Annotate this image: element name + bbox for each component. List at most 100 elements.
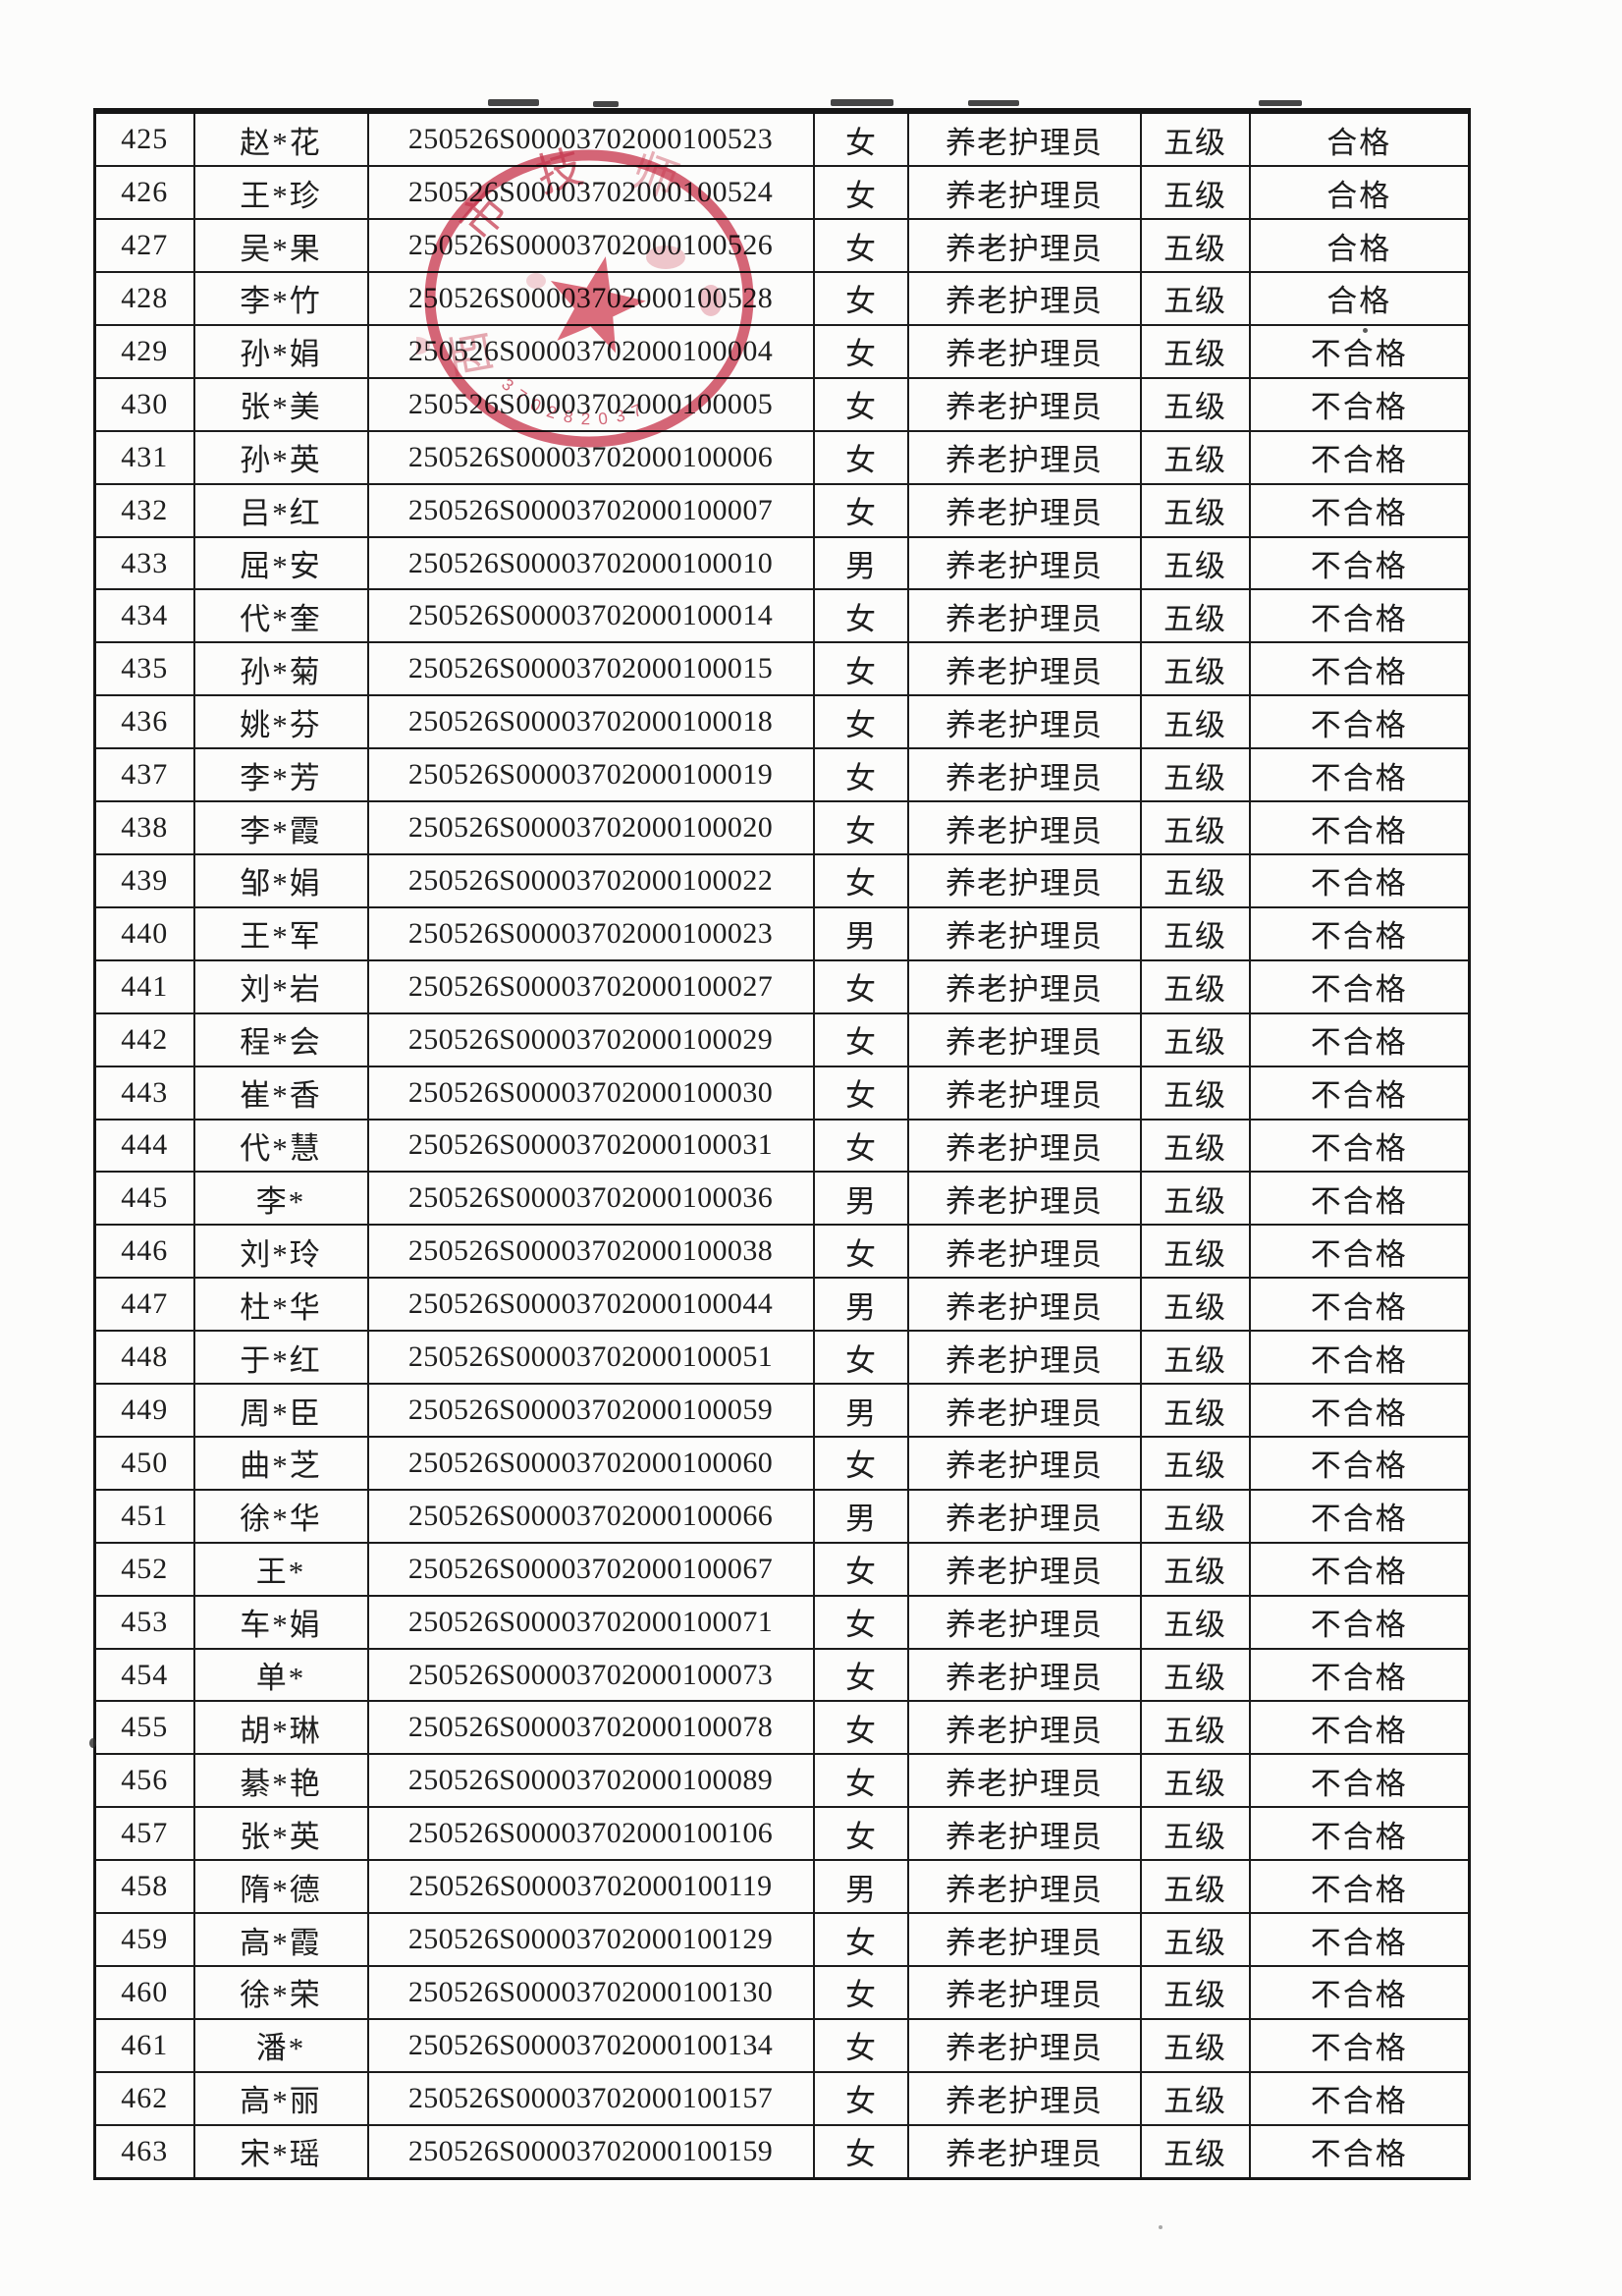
result-cell: 合格 bbox=[1248, 109, 1471, 168]
level-cell: 五级 bbox=[1139, 747, 1251, 803]
level-cell: 五级 bbox=[1139, 1647, 1251, 1703]
gender-cell: 女 bbox=[812, 323, 909, 379]
table-row: 455 胡*琳 250526S00003702000100078 女养老护理员 五级 不合… bbox=[93, 1700, 1471, 1756]
level-cell: 五级 bbox=[1139, 535, 1251, 591]
table-row: 441 刘*岩 250526S00003702000100027 女养老护理员 五级 不合… bbox=[93, 958, 1471, 1014]
scan-speck bbox=[1159, 2225, 1162, 2229]
result-cell: 不合格 bbox=[1248, 2123, 1471, 2180]
candidate-name-cell: 李* bbox=[192, 1171, 369, 1227]
result-cell: 不合格 bbox=[1248, 958, 1471, 1014]
table-row: 426 王*珍 250526S00003702000100524 女养老护理员 五级 合格 bbox=[93, 165, 1471, 221]
table-row: 444 代*慧 250526S00003702000100031 女养老护理员 五级 不合… bbox=[93, 1118, 1471, 1174]
certificate-number-cell: 250526S00003702000100059 bbox=[366, 1383, 815, 1438]
certificate-number-cell: 250526S00003702000100523 bbox=[366, 109, 815, 168]
candidate-name-cell: 车*娟 bbox=[192, 1594, 369, 1650]
row-number-cell: 449 bbox=[93, 1383, 195, 1438]
result-cell: 不合格 bbox=[1248, 1330, 1471, 1386]
candidate-name-cell: 赵*花 bbox=[192, 109, 369, 168]
occupation-cell: 养老护理员 bbox=[906, 1383, 1142, 1438]
result-cell: 不合格 bbox=[1248, 2017, 1471, 2073]
row-number-cell: 442 bbox=[93, 1011, 195, 1067]
level-cell: 五级 bbox=[1139, 641, 1251, 697]
result-cell: 不合格 bbox=[1248, 1594, 1471, 1650]
result-cell: 不合格 bbox=[1248, 588, 1471, 644]
occupation-cell: 养老护理员 bbox=[906, 429, 1142, 485]
result-cell: 不合格 bbox=[1248, 1011, 1471, 1067]
candidate-name-cell: 宋*瑶 bbox=[192, 2123, 369, 2180]
level-cell: 五级 bbox=[1139, 2070, 1251, 2126]
level-cell: 五级 bbox=[1139, 1859, 1251, 1915]
gender-cell: 女 bbox=[812, 588, 909, 644]
result-cell: 不合格 bbox=[1248, 1118, 1471, 1174]
row-number-cell: 434 bbox=[93, 588, 195, 644]
gender-cell: 女 bbox=[812, 271, 909, 326]
row-number-cell: 426 bbox=[93, 165, 195, 221]
candidate-name-cell: 徐*荣 bbox=[192, 1965, 369, 2020]
result-cell: 不合格 bbox=[1248, 641, 1471, 697]
gender-cell: 男 bbox=[812, 1859, 909, 1915]
gender-cell: 女 bbox=[812, 800, 909, 855]
table-row: 458 隋*德 250526S00003702000100119 男养老护理员 五级 不合… bbox=[93, 1859, 1471, 1915]
row-number-cell: 448 bbox=[93, 1330, 195, 1386]
certificate-number-cell: 250526S00003702000100526 bbox=[366, 218, 815, 274]
row-number-cell: 435 bbox=[93, 641, 195, 697]
occupation-cell: 养老护理员 bbox=[906, 165, 1142, 221]
gender-cell: 男 bbox=[812, 535, 909, 591]
gender-cell: 女 bbox=[812, 1541, 909, 1597]
level-cell: 五级 bbox=[1139, 2123, 1251, 2180]
gender-cell: 女 bbox=[812, 482, 909, 538]
gender-cell: 女 bbox=[812, 1806, 909, 1862]
row-number-cell: 433 bbox=[93, 535, 195, 591]
occupation-cell: 养老护理员 bbox=[906, 1647, 1142, 1703]
row-number-cell: 427 bbox=[93, 218, 195, 274]
candidate-name-cell: 王*珍 bbox=[192, 165, 369, 221]
certificate-number-cell: 250526S00003702000100023 bbox=[366, 905, 815, 961]
gender-cell: 女 bbox=[812, 1912, 909, 1968]
table-row: 447 杜*华 250526S00003702000100044 男养老护理员 五级 不合… bbox=[93, 1277, 1471, 1333]
scan-artifact bbox=[1259, 100, 1302, 106]
gender-cell: 女 bbox=[812, 1330, 909, 1386]
occupation-cell: 养老护理员 bbox=[906, 1011, 1142, 1067]
result-cell: 不合格 bbox=[1248, 1859, 1471, 1915]
occupation-cell: 养老护理员 bbox=[906, 958, 1142, 1014]
level-cell: 五级 bbox=[1139, 852, 1251, 908]
result-cell: 不合格 bbox=[1248, 1488, 1471, 1544]
gender-cell: 女 bbox=[812, 1435, 909, 1491]
table-row: 454 单* 250526S00003702000100073 女养老护理员 五级 不合格 bbox=[93, 1647, 1471, 1703]
candidate-name-cell: 张*英 bbox=[192, 1806, 369, 1862]
candidate-name-cell: 刘*玲 bbox=[192, 1224, 369, 1280]
row-number-cell: 444 bbox=[93, 1118, 195, 1174]
gender-cell: 女 bbox=[812, 376, 909, 432]
level-cell: 五级 bbox=[1139, 218, 1251, 274]
occupation-cell: 养老护理员 bbox=[906, 1594, 1142, 1650]
occupation-cell: 养老护理员 bbox=[906, 271, 1142, 326]
table-row: 431 孙*英 250526S00003702000100006 女养老护理员 五级 不合… bbox=[93, 429, 1471, 485]
occupation-cell: 养老护理员 bbox=[906, 694, 1142, 750]
candidate-name-cell: 綦*艳 bbox=[192, 1753, 369, 1809]
occupation-cell: 养老护理员 bbox=[906, 1965, 1142, 2020]
occupation-cell: 养老护理员 bbox=[906, 218, 1142, 274]
result-cell: 合格 bbox=[1248, 218, 1471, 274]
certificate-number-cell: 250526S00003702000100004 bbox=[366, 323, 815, 379]
candidate-name-cell: 代*慧 bbox=[192, 1118, 369, 1174]
level-cell: 五级 bbox=[1139, 482, 1251, 538]
result-cell: 不合格 bbox=[1248, 1065, 1471, 1121]
certificate-number-cell: 250526S00003702000100157 bbox=[366, 2070, 815, 2126]
table-row: 457 张*英 250526S00003702000100106 女养老护理员 五级 不合… bbox=[93, 1806, 1471, 1862]
occupation-cell: 养老护理员 bbox=[906, 588, 1142, 644]
result-cell: 不合格 bbox=[1248, 1383, 1471, 1438]
row-number-cell: 463 bbox=[93, 2123, 195, 2180]
result-cell: 不合格 bbox=[1248, 1912, 1471, 1968]
certificate-number-cell: 250526S00003702000100528 bbox=[366, 271, 815, 326]
certificate-number-cell: 250526S00003702000100019 bbox=[366, 747, 815, 803]
occupation-cell: 养老护理员 bbox=[906, 376, 1142, 432]
candidate-name-cell: 曲*芝 bbox=[192, 1435, 369, 1491]
level-cell: 五级 bbox=[1139, 1011, 1251, 1067]
gender-cell: 女 bbox=[812, 747, 909, 803]
table-row: 433 屈*安 250526S00003702000100010 男养老护理员 五级 不合… bbox=[93, 535, 1471, 591]
gender-cell: 女 bbox=[812, 2070, 909, 2126]
certificate-number-cell: 250526S00003702000100073 bbox=[366, 1647, 815, 1703]
table-row: 428 李*竹 250526S00003702000100528 女养老护理员 五级 合格 bbox=[93, 271, 1471, 326]
result-cell: 不合格 bbox=[1248, 1700, 1471, 1756]
gender-cell: 女 bbox=[812, 1700, 909, 1756]
